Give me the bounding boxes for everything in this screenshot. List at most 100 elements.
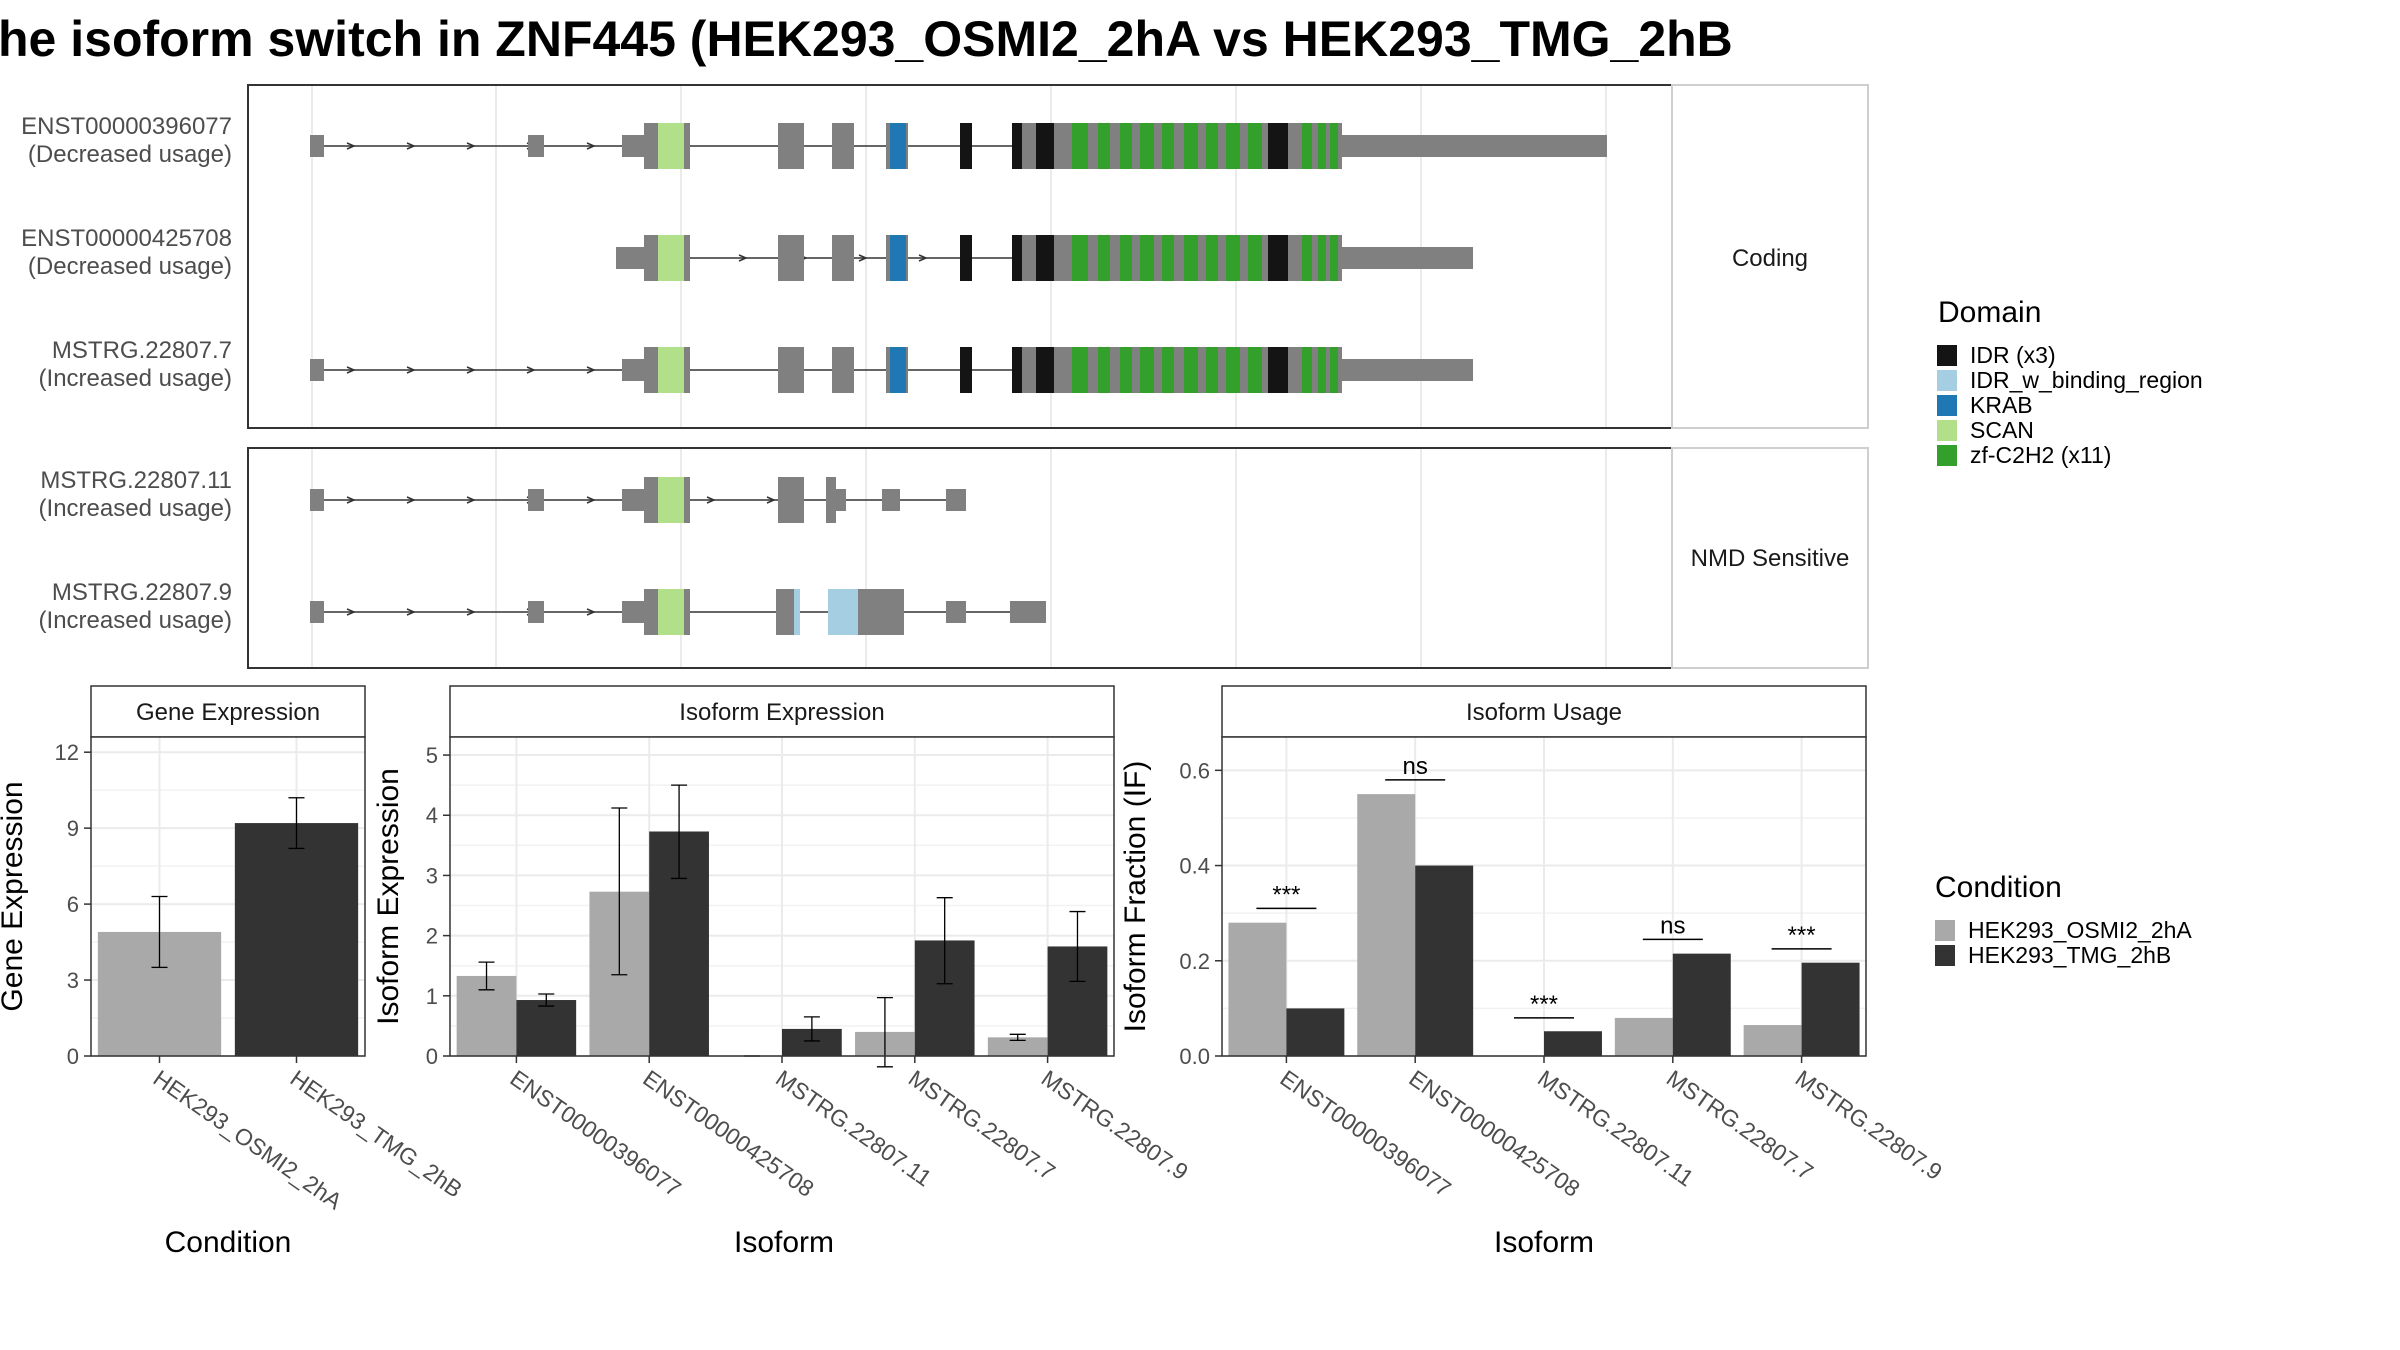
exon-block xyxy=(1174,235,1184,281)
transcript-row: MSTRG.22807.7(Increased usage) xyxy=(39,337,1473,393)
strand-arrow xyxy=(858,254,868,262)
transcript-name: MSTRG.22807.9 xyxy=(52,579,232,606)
domain-block-zf-c2h2 xyxy=(1302,347,1312,393)
domain-block-scan xyxy=(658,347,684,393)
legend-title: Domain xyxy=(1938,296,2041,329)
strand-arrow xyxy=(406,608,416,616)
domain-block-zf-c2h2 xyxy=(1184,123,1198,169)
exon-block xyxy=(832,235,854,281)
domain-block-idr xyxy=(1012,347,1022,393)
bar xyxy=(987,1037,1048,1056)
significance-label: *** xyxy=(1530,991,1558,1018)
exon-block xyxy=(1132,123,1140,169)
legend-key xyxy=(1937,370,1957,391)
y-tick-label: 0.6 xyxy=(1179,758,1210,783)
bar xyxy=(234,823,359,1056)
domain-block-idr xyxy=(1012,235,1022,281)
domain-block-zf-c2h2 xyxy=(1072,123,1088,169)
strand-arrow xyxy=(466,496,476,504)
facet-strip-label: Isoform Usage xyxy=(1466,699,1622,726)
exon-block xyxy=(1326,347,1330,393)
significance-label: *** xyxy=(1272,881,1300,908)
bar xyxy=(516,1000,577,1056)
domain-block-idr xyxy=(1268,123,1288,169)
strand-arrow xyxy=(466,366,476,374)
domain-block-zf-c2h2 xyxy=(1072,347,1088,393)
domain-block-zf-c2h2 xyxy=(1140,123,1154,169)
exon-block xyxy=(1288,235,1302,281)
exon-block xyxy=(1326,123,1330,169)
domain-block-zf-c2h2 xyxy=(1098,347,1110,393)
y-tick-label: 0 xyxy=(67,1044,79,1069)
legends: Domain IDR (x3)IDR_w_binding_regionKRABSC… xyxy=(1935,296,2203,968)
y-axis-title: Isoform Expression xyxy=(372,768,405,1025)
exon-block xyxy=(882,489,900,511)
y-tick-label: 2 xyxy=(426,924,438,949)
exon-block xyxy=(906,235,908,281)
domain-block-idr-w-binding-region xyxy=(828,589,858,635)
exon-block xyxy=(1054,123,1072,169)
domain-block-zf-c2h2 xyxy=(1318,123,1326,169)
bar xyxy=(1743,1025,1802,1056)
strand-arrow xyxy=(586,142,596,150)
strand-arrow xyxy=(738,254,748,262)
exon-block xyxy=(776,589,794,635)
exon-block xyxy=(1262,235,1268,281)
strand-arrow xyxy=(346,366,356,374)
bar xyxy=(1544,1031,1602,1056)
domain-block-idr-w-binding-region xyxy=(794,589,800,635)
domain-block-zf-c2h2 xyxy=(1072,235,1088,281)
exon-block xyxy=(1110,235,1120,281)
exon-block xyxy=(684,235,690,281)
domain-block-idr xyxy=(960,347,972,393)
exon-block xyxy=(1338,123,1342,169)
domain-block-zf-c2h2 xyxy=(1318,347,1326,393)
transcript-usage: (Decreased usage) xyxy=(28,253,232,280)
strand-arrow xyxy=(526,366,536,374)
bar-chart-isoform-expression: Isoform Expression012345ENST00000396077E… xyxy=(372,685,1193,1259)
legend-key xyxy=(1937,345,1957,366)
y-tick-label: 4 xyxy=(426,803,438,828)
significance-label: *** xyxy=(1788,922,1816,949)
exon-block xyxy=(1338,235,1342,281)
transcript-row: ENST00000425708(Decreased usage) xyxy=(21,225,1473,281)
domain-block-scan xyxy=(658,235,684,281)
exon-block xyxy=(644,477,658,523)
domain-block-zf-c2h2 xyxy=(1098,235,1110,281)
exon-block xyxy=(310,135,324,157)
bar xyxy=(1614,1017,1673,1056)
domain-block-zf-c2h2 xyxy=(1120,123,1132,169)
domain-block-zf-c2h2 xyxy=(1098,123,1110,169)
exon-block xyxy=(778,477,804,523)
legend-label: IDR (x3) xyxy=(1970,342,2056,368)
exon-block xyxy=(1240,347,1248,393)
exon-block xyxy=(946,489,966,511)
exon-block xyxy=(1088,123,1098,169)
exon-block xyxy=(1312,235,1318,281)
domain-block-scan xyxy=(658,589,684,635)
exon-block xyxy=(1262,123,1268,169)
exon-block xyxy=(906,123,908,169)
y-tick-label: 6 xyxy=(67,892,79,917)
exon-block xyxy=(684,477,690,523)
plot-frame xyxy=(90,736,366,1057)
legend-key xyxy=(1935,920,1955,941)
transcript-usage: (Increased usage) xyxy=(39,495,232,522)
exon-block xyxy=(778,235,804,281)
exon-block xyxy=(946,601,966,623)
y-tick-label: 0.2 xyxy=(1179,949,1210,974)
domain-block-krab xyxy=(890,235,906,281)
exon-block xyxy=(310,359,324,381)
transcript-usage: (Increased usage) xyxy=(39,607,232,634)
facet-strip-label: Coding xyxy=(1732,245,1808,272)
domain-block-zf-c2h2 xyxy=(1206,123,1218,169)
domain-block-zf-c2h2 xyxy=(1140,347,1154,393)
exon-block xyxy=(644,235,658,281)
legend-label: HEK293_TMG_2hB xyxy=(1968,942,2171,968)
domain-block-idr xyxy=(1036,235,1054,281)
exon-block xyxy=(836,489,846,511)
transcript-row: MSTRG.22807.9(Increased usage) xyxy=(39,579,1046,635)
